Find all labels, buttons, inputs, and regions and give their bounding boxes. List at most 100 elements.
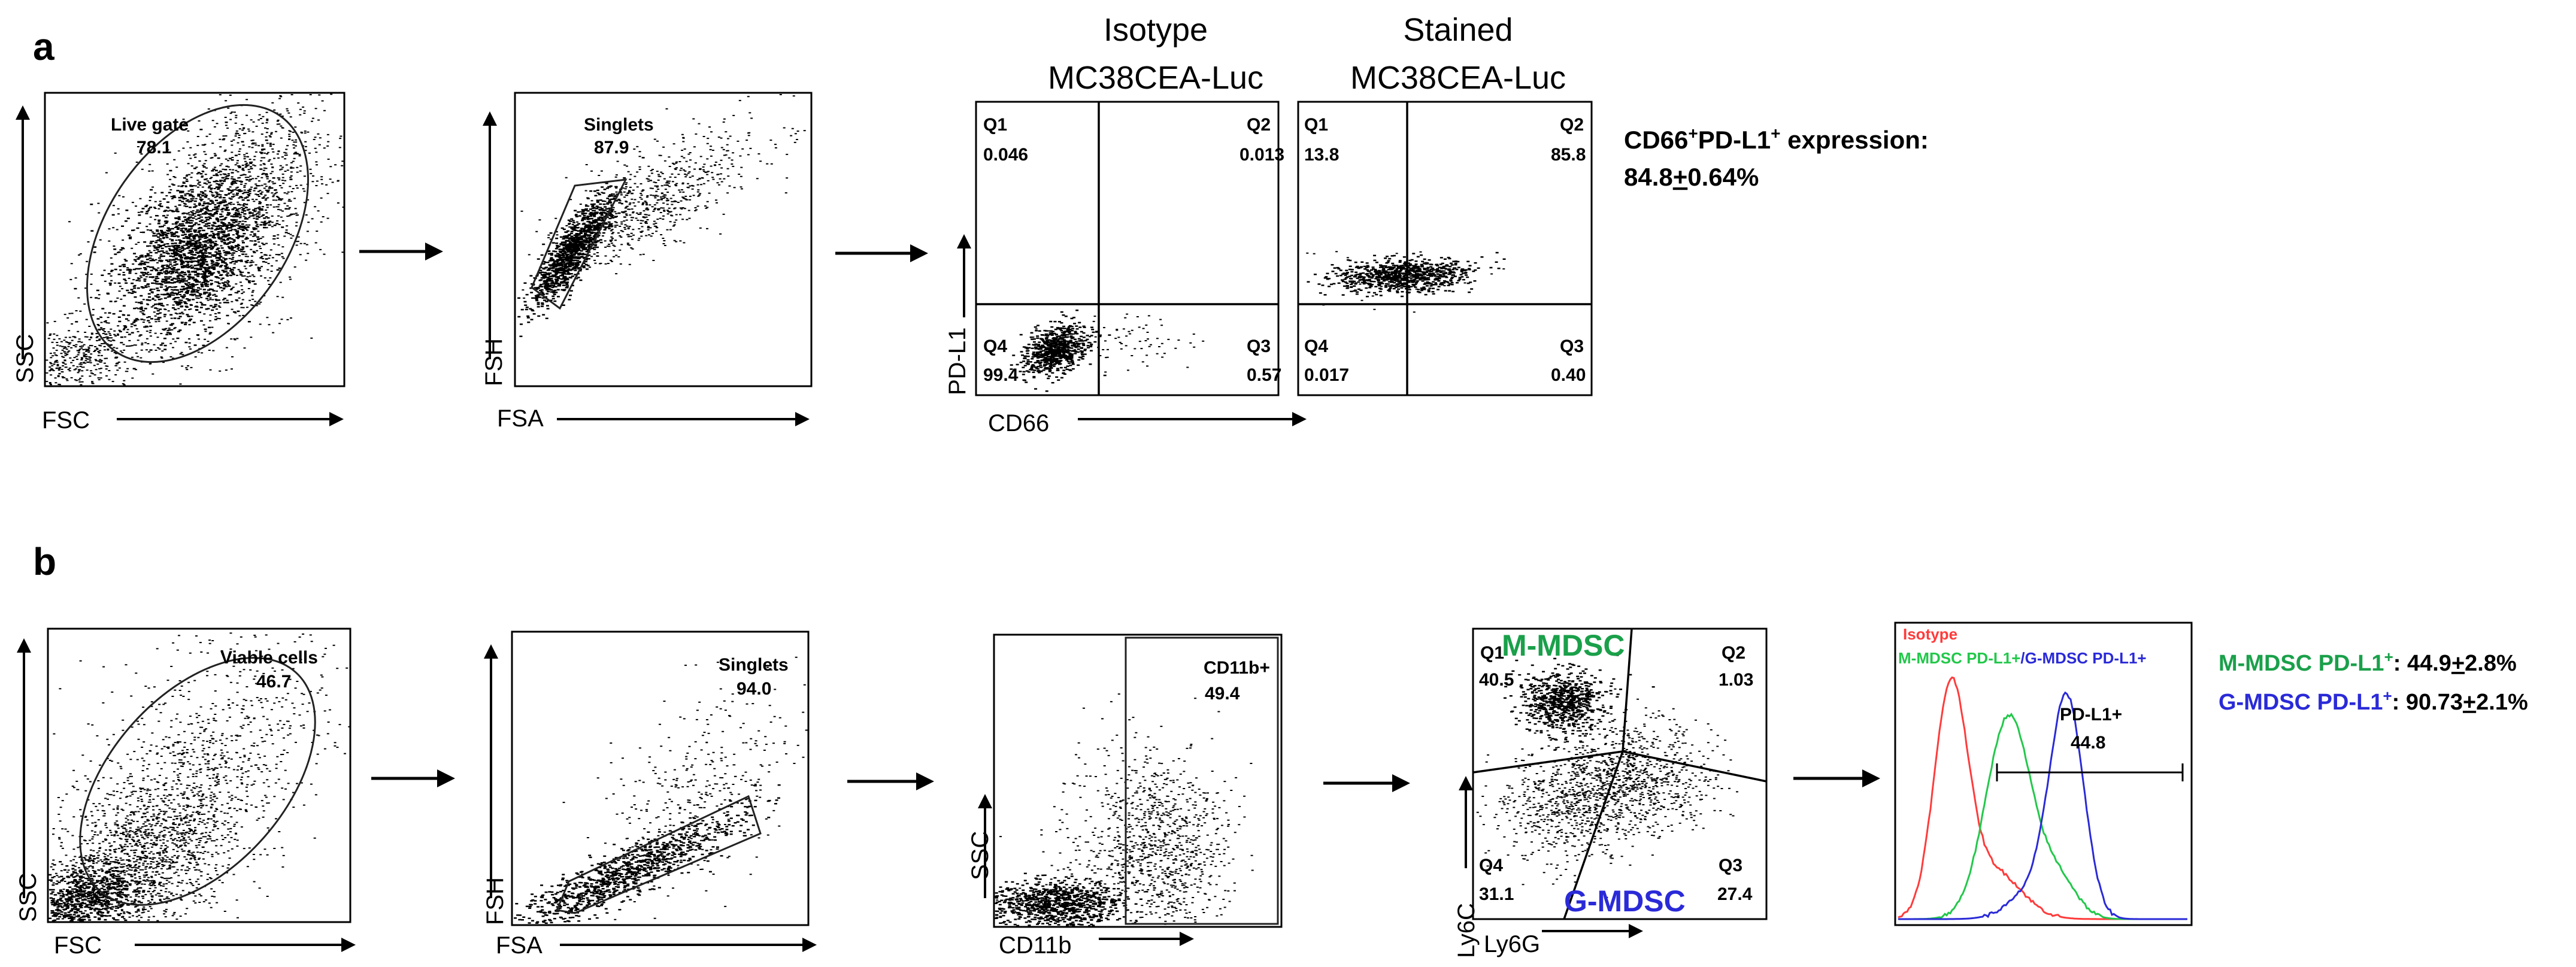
scatter-cluster: [1520, 688, 1738, 861]
y-axis-label: Ly6C: [1453, 903, 1480, 958]
scatter-cluster: [174, 93, 344, 250]
q4-value: 31.1: [1479, 884, 1514, 904]
singlets-gate-polygon: [531, 178, 628, 310]
gate-name: Viable cells: [220, 648, 318, 668]
gate-value: 78.1: [137, 138, 171, 157]
q2-value: 0.013: [1239, 145, 1284, 165]
x-axis-label: CD11b: [999, 932, 1072, 959]
scatter-cluster: [46, 272, 210, 386]
panel-b-letter: b: [33, 540, 56, 583]
plot-a1-live-gate: Live gate 78.1 FSC SSC: [12, 92, 346, 434]
isotype-histogram-curve: [1898, 676, 2187, 920]
x-axis-label: FSA: [497, 405, 544, 432]
scatter-cluster: [562, 656, 808, 920]
scatter-points: [517, 94, 806, 338]
x-axis-label: FSC: [54, 932, 102, 959]
y-axis-label: SSC: [967, 831, 993, 880]
singlets-gate-polygon: [555, 795, 762, 914]
isotype-header-line2: MC38CEA-Luc: [1048, 60, 1263, 96]
q1-value: 13.8: [1304, 145, 1339, 165]
panel-a-summary-title: CD66+PD-L1+ expression:: [1624, 124, 1929, 154]
gate-value: 49.4: [1205, 684, 1240, 704]
isotype-header-line1: Isotype: [1104, 12, 1208, 48]
plot-b4-mdsc: Q1 40.5 Q2 1.03 Q4 31.1 Q3 27.4 M-MDSC G…: [1453, 628, 1768, 958]
live-gate-ellipse: [86, 104, 310, 363]
gate-value: 44.8: [2071, 733, 2105, 753]
plot-b5-histogram: Isotype M-MDSC PD-L1+/G-MDSC PD-L1+ PD-L…: [1894, 622, 2193, 926]
q3-value: 27.4: [1717, 884, 1753, 904]
plot-a4-stained-quadrants: Q1 13.8 Q2 85.8 Q4 0.017 Q3 0.40: [1297, 101, 1593, 396]
g-mdsc-label: G-MDSC: [1564, 884, 1686, 918]
m-mdsc-summary: M-MDSC PD-L1+: 44.9+2.8%: [2219, 648, 2517, 676]
plot-a2-singlets: Singlets 87.9 FSA FSH: [481, 92, 813, 432]
viable-gate-ellipse: [79, 657, 316, 906]
scatter-cluster: [1053, 693, 1254, 925]
q1-value: 40.5: [1479, 670, 1514, 690]
g-mdsc-histogram-curve: [1898, 691, 2187, 920]
gate-name: PD-L1+: [2060, 705, 2122, 725]
q1-value: 0.046: [983, 145, 1028, 165]
m-mdsc-label: M-MDSC: [1502, 629, 1625, 662]
stained-header-line1: Stained: [1403, 12, 1513, 48]
q2-label: Q2: [1560, 115, 1584, 135]
q2-value: 85.8: [1551, 145, 1586, 165]
cd11b-gate-rect: [1125, 636, 1279, 925]
scatter-cluster: [1306, 251, 1505, 313]
x-axis-label: FSC: [42, 407, 90, 434]
plot-frame: [1297, 101, 1593, 396]
q4-label: Q4: [983, 337, 1007, 356]
q3-value: 0.57: [1247, 365, 1281, 385]
y-axis-label: SSC: [12, 334, 38, 383]
q1-label: Q1: [1304, 115, 1328, 135]
gate-line: [1622, 750, 1767, 783]
y-axis-label: FSH: [482, 877, 508, 925]
scatter-cluster: [1476, 716, 1693, 898]
q4-value: 0.017: [1304, 365, 1349, 385]
scatter-cluster: [1503, 654, 1655, 751]
y-axis-label: FSH: [481, 338, 507, 386]
scatter-cluster: [1307, 251, 1506, 298]
scatter-points: [1476, 654, 1738, 898]
scatter-points: [994, 693, 1254, 927]
q1-label: Q1: [983, 115, 1007, 135]
gate-name: Live gate: [111, 115, 189, 135]
plot-frame: [993, 633, 1283, 928]
scatter-cluster: [49, 831, 205, 922]
x-axis-label: CD66: [988, 410, 1049, 436]
q3-value: 0.40: [1551, 365, 1586, 385]
gate-line: [1563, 751, 1624, 920]
gate-value: 94.0: [737, 679, 771, 699]
y-axis-label: PD-L1: [944, 328, 971, 395]
isotype-legend: Isotype: [1903, 625, 1957, 643]
gate-value: 87.9: [594, 138, 629, 157]
scatter-cluster: [994, 872, 1156, 927]
x-axis-label: Ly6G: [1484, 931, 1540, 957]
gate-name: CD11b+: [1204, 658, 1270, 678]
scatter-cluster: [53, 94, 345, 386]
scatter-cluster: [52, 632, 351, 920]
gate-line: [1622, 628, 1633, 752]
panel-a-letter: a: [33, 25, 54, 68]
q2-value: 1.03: [1719, 670, 1753, 690]
scatter-cluster: [1010, 309, 1111, 392]
q3-label: Q3: [1719, 856, 1742, 875]
scatter-cluster: [517, 157, 645, 338]
y-axis-label: SSC: [15, 873, 41, 922]
plot-frame: [1894, 622, 2193, 926]
gate-line: [1472, 750, 1623, 774]
histogram-legend: M-MDSC PD-L1+/G-MDSC PD-L1+: [1898, 649, 2147, 667]
scatter-cluster: [514, 784, 781, 924]
x-axis-label: FSA: [496, 932, 543, 959]
plot-b1-viable-cells: Viable cells 46.7 FSC SSC: [15, 628, 356, 959]
scatter-points: [49, 632, 351, 922]
plot-frame: [1472, 628, 1768, 920]
panel-a-summary-value: 84.8+0.64%: [1624, 163, 1759, 191]
scatter-points: [1306, 251, 1506, 313]
g-mdsc-summary: G-MDSC PD-L1+: 90.73+2.1%: [2219, 687, 2528, 715]
plot-b3-cd11b: CD11b+ 49.4 CD11b SSC: [967, 633, 1283, 959]
q4-label: Q4: [1479, 856, 1503, 875]
scatter-points: [46, 93, 345, 386]
plot-a3-isotype-quadrants: Q1 0.046 Q2 0.013 Q4 99.4 Q3 0.57 CD66 P…: [944, 101, 1307, 436]
q4-label: Q4: [1304, 337, 1328, 356]
